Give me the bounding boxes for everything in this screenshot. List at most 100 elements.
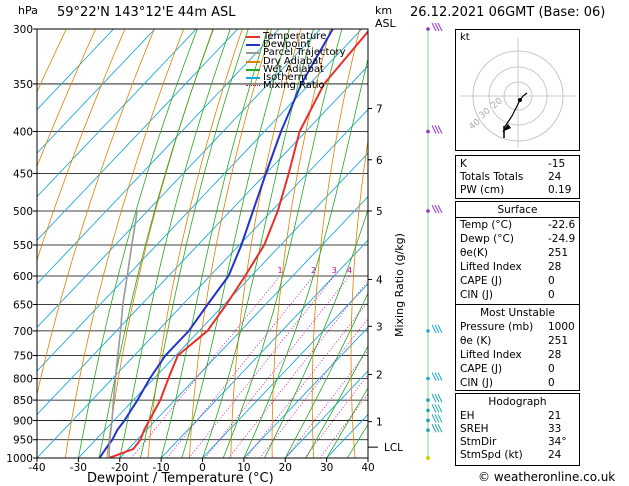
wind-barb: [431, 204, 437, 214]
mu-value: 1000: [548, 321, 575, 333]
mu-row: θe (K) 251: [460, 335, 575, 348]
temperature-tick-label: 30: [320, 462, 333, 474]
legend-label: Mixing Ratio: [263, 80, 325, 92]
dry-adiabat-line: [230, 29, 302, 458]
surface-title: Surface: [497, 204, 538, 216]
hodograph-plot: 40 30 20: [460, 38, 576, 148]
hodograph-table-panel: Hodograph EH 21 SREH 33 StmDir 34° StmSpd (…: [455, 393, 580, 466]
wind-barb: [437, 414, 443, 423]
height-tick-label: 3: [376, 321, 383, 333]
wet-adiabat-line: [140, 29, 249, 458]
isotherm-line: [284, 370, 368, 458]
mixing-ratio-label: 1: [277, 266, 282, 275]
mu-label: CAPE (J): [460, 363, 503, 375]
height-unit-asl: ASL: [375, 17, 396, 30]
legend-swatch: [246, 68, 260, 71]
isotherm-line: [78, 152, 368, 458]
wind-barb: [434, 423, 440, 433]
legend-item: Mixing Ratio: [246, 81, 366, 91]
index-row-k: K -15: [460, 158, 575, 171]
pressure-tick-label: 700: [13, 326, 33, 338]
hodo-value: 34°: [548, 436, 567, 448]
legend-swatch: [246, 85, 260, 87]
wind-barb: [431, 22, 437, 32]
pressure-tick-label: 950: [13, 435, 33, 447]
surface-value: 0: [548, 275, 555, 287]
dry-adiabat-line: [189, 29, 272, 458]
wind-barb: [437, 324, 443, 334]
isotherm-line: [160, 239, 368, 458]
legend-swatch: [246, 52, 260, 55]
hodo-row: SREH 33: [460, 423, 575, 436]
isotherm-line: [37, 29, 321, 329]
height-tick-label: 4: [376, 275, 383, 287]
hodo-label: SREH: [460, 423, 489, 435]
wind-barb-point: [426, 27, 430, 31]
surface-label: CIN (J): [460, 289, 493, 301]
isotherm-line: [37, 29, 239, 241]
isotherm-line: [37, 65, 368, 416]
legend-item: Temperature: [246, 32, 366, 42]
mixing-ratio-label: 8: [386, 266, 391, 275]
legend-item: Dry Adiabat: [246, 56, 366, 67]
legend-item: Dewpoint: [246, 40, 366, 50]
index-value: 24: [548, 171, 562, 183]
dry-adiabat-line: [623, 29, 629, 458]
height-tick-label: 2: [376, 369, 383, 381]
isotherm-line: [119, 196, 368, 458]
index-value: -15: [548, 158, 566, 170]
isotherm-line: [37, 29, 280, 285]
legend-swatch: [246, 77, 260, 79]
temperature-tick-label: 0: [199, 462, 206, 474]
surface-value: -22.6: [548, 219, 576, 231]
wind-barb: [437, 204, 443, 214]
wet-adiabat-line: [119, 29, 231, 458]
mixing-ratio-line: [304, 373, 368, 458]
temperature-tick-label: 20: [279, 462, 292, 474]
wind-barb: [437, 125, 443, 134]
index-label: PW (cm): [460, 184, 505, 196]
index-row-totals: Totals Totals 24: [460, 171, 575, 184]
mixing-ratio-label: 20: [438, 266, 448, 275]
footer-credit: © weatheronline.co.uk: [478, 470, 616, 484]
hodo-label: EH: [460, 410, 475, 422]
wet-adiabat-line: [222, 29, 343, 458]
temperature-tick-label: -30: [70, 462, 87, 474]
divider: [456, 217, 579, 218]
mixing-ratio-line: [166, 275, 314, 458]
indices-panel: K -15 Totals Totals 24 PW (cm) 0.19: [455, 155, 580, 199]
mu-row: CAPE (J) 0: [460, 363, 575, 376]
lcl-label: LCL: [384, 442, 403, 454]
surface-row: CAPE (J) 0: [460, 275, 575, 288]
height-tick-label: 7: [376, 104, 383, 116]
wet-adiabat-line: [243, 57, 368, 458]
hodo-row: StmSpd (kt) 24: [460, 449, 575, 462]
pressure-tick-label: 350: [13, 79, 33, 91]
wind-barb: [434, 204, 440, 214]
wind-barb: [431, 404, 437, 413]
dry-adiabat-line: [311, 29, 360, 458]
hodo-ring-label-30: 30: [478, 106, 493, 121]
mixing-ratio-label: 4: [347, 266, 352, 275]
mu-value: 28: [548, 349, 562, 361]
storm-motion-dot: [518, 98, 522, 102]
wind-barb: [431, 324, 437, 334]
surface-wind-point: [426, 456, 430, 460]
wind-barb-point: [426, 209, 430, 213]
pressure-tick-label: 1000: [6, 453, 33, 465]
wet-adiabat-line: [202, 29, 314, 458]
isotherm-line: [37, 108, 368, 458]
wet-adiabat-line: [78, 29, 198, 458]
mu-value: 0: [548, 363, 555, 375]
index-label: K: [460, 158, 467, 170]
hodo-ring-label-40: 40: [468, 117, 483, 132]
temperature-tick-label: -10: [153, 462, 170, 474]
surface-row: Lifted Index 28: [460, 261, 575, 274]
pressure-tick-label: 850: [13, 395, 33, 407]
index-value: 0.19: [548, 184, 572, 196]
mu-value: 0: [548, 377, 555, 389]
mixing-ratio-line: [285, 349, 368, 458]
mu-label: θe (K): [460, 335, 492, 347]
legend-label: Parcel Trajectory: [263, 47, 346, 59]
